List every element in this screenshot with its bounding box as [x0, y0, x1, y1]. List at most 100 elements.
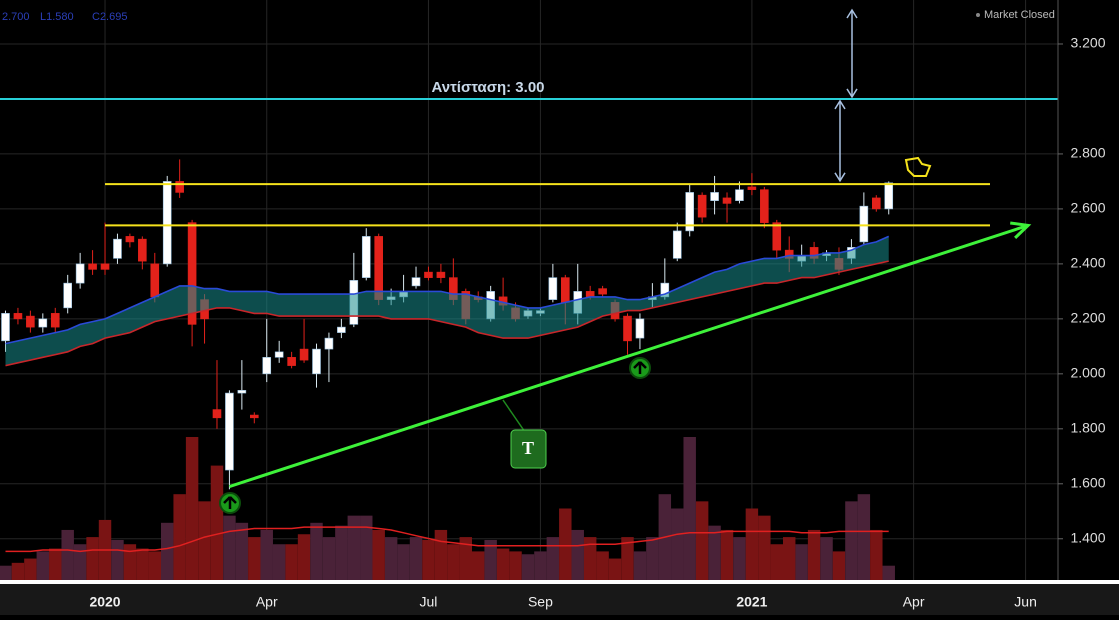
- candle-body: [274, 351, 284, 358]
- candle-body: [585, 291, 595, 298]
- volume-bar: [870, 529, 883, 580]
- candle-body: [623, 315, 632, 342]
- candle-body: [1, 313, 10, 342]
- y-tick-label: 2.600: [1070, 200, 1105, 216]
- candle-body: [138, 238, 147, 262]
- measure-head: [834, 99, 846, 183]
- band-fill: [5, 236, 889, 366]
- volume-bar: [795, 544, 808, 580]
- candle-body: [63, 282, 73, 309]
- x-tick-label: 2020: [89, 594, 120, 610]
- candle-body: [859, 205, 869, 243]
- volume-bar: [459, 537, 472, 580]
- volume-bar: [484, 539, 497, 580]
- candle-body: [187, 222, 197, 325]
- candle-body: [710, 192, 719, 201]
- candle-body: [262, 357, 272, 375]
- volume-bar: [608, 558, 622, 580]
- volume-bar: [733, 537, 746, 580]
- volume-bar: [720, 529, 734, 580]
- volume-bar: [73, 544, 87, 580]
- volume-bar: [745, 508, 759, 580]
- y-tick-label: 3.200: [1070, 35, 1105, 51]
- resistance-label: Αντίσταση: 3.00: [431, 79, 544, 96]
- candle-body: [411, 277, 421, 287]
- y-tick-label: 2.400: [1070, 255, 1105, 271]
- volume-bar: [61, 529, 74, 580]
- measure-head: [846, 8, 858, 99]
- candle-body: [374, 236, 384, 300]
- volume-bar: [820, 537, 833, 580]
- volume-bar: [360, 515, 373, 580]
- volume-bar: [770, 544, 783, 580]
- volume-bar: [571, 529, 584, 580]
- volume-layer: [0, 437, 895, 580]
- signal-arrow: [633, 361, 647, 374]
- volume-bar: [472, 551, 485, 580]
- candle-body: [361, 236, 371, 278]
- volume-bar: [832, 551, 846, 580]
- trend-callout-line: [502, 399, 526, 433]
- x-tick-label: Apr: [256, 594, 278, 610]
- candle-body: [772, 222, 782, 251]
- volume-bar: [111, 539, 124, 580]
- candle-body: [287, 357, 296, 366]
- candle-body: [175, 181, 184, 193]
- candle-body: [324, 337, 334, 350]
- volume-bar: [86, 537, 99, 580]
- candle-body: [560, 277, 570, 303]
- volume-bar: [621, 537, 634, 580]
- candle-body: [237, 390, 247, 394]
- candle-body: [697, 194, 707, 218]
- volume-bar: [11, 562, 25, 580]
- volume-bar: [322, 537, 336, 580]
- y-tick-label: 1.400: [1070, 529, 1105, 545]
- y-tick-label: 2.000: [1070, 365, 1105, 381]
- candle-body: [548, 277, 558, 300]
- volume-bar: [583, 537, 597, 580]
- candle-body: [685, 192, 695, 232]
- volume-bar: [161, 522, 174, 580]
- x-tick-label: Jul: [420, 594, 438, 610]
- candle-body: [212, 409, 222, 419]
- trend-label: T: [522, 438, 534, 458]
- volume-bar: [434, 529, 448, 580]
- volume-bar: [173, 494, 186, 580]
- y-tick-label: 2.800: [1070, 145, 1105, 161]
- volume-bar: [596, 551, 609, 580]
- trendline-arrowhead: [1010, 221, 1032, 239]
- candle-body: [735, 189, 744, 201]
- volume-bar: [671, 508, 684, 580]
- volume-bar: [297, 534, 311, 580]
- x-axis-band: [0, 584, 1119, 615]
- y-tick-label: 1.800: [1070, 420, 1105, 436]
- y-tick-label: 2.200: [1070, 310, 1105, 326]
- volume-bar: [285, 544, 298, 580]
- volume-bar: [397, 544, 410, 580]
- volume-bar: [148, 551, 161, 580]
- volume-bar: [49, 548, 62, 580]
- candle-body: [250, 414, 259, 419]
- candle-body: [125, 236, 135, 243]
- x-tick-label: Jun: [1014, 594, 1037, 610]
- volume-bar: [210, 465, 224, 580]
- volume-bar: [123, 544, 137, 580]
- volume-bar: [845, 501, 858, 580]
- candle-body: [312, 348, 321, 375]
- trend-label-box: [510, 429, 547, 469]
- volume-bar: [335, 525, 348, 580]
- volume-bar: [24, 558, 37, 580]
- volume-bar: [783, 537, 796, 580]
- candle-body: [88, 263, 97, 270]
- candle-body: [337, 326, 346, 333]
- volume-bar: [384, 537, 398, 580]
- signal-arrow: [223, 496, 237, 509]
- grid: [0, 0, 1058, 580]
- volume-bar: [260, 529, 273, 580]
- candle-body: [722, 197, 732, 204]
- candle-body: [225, 392, 234, 471]
- volume-bar: [409, 537, 423, 580]
- volume-bar: [347, 515, 361, 580]
- volume-bar: [559, 508, 572, 580]
